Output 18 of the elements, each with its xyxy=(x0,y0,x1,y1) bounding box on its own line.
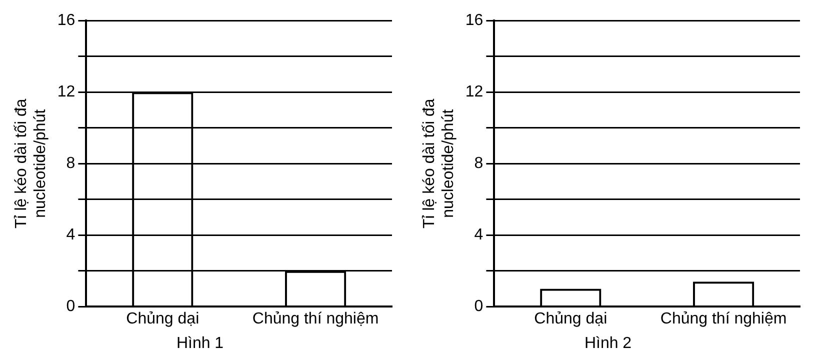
x-tick-label: Chủng thí nghiệm xyxy=(660,310,787,328)
y-axis-title: Tỉ lệ kéo dài tối đa nucleotide/phút xyxy=(421,98,458,229)
y-tick-label: 0 xyxy=(66,298,76,316)
y-axis-title: Tỉ lệ kéo dài tối đa nucleotide/phút xyxy=(13,98,50,229)
y-tick-label: 8 xyxy=(474,155,484,172)
text: Hình 1 xyxy=(176,334,224,352)
y-tick-label: 4 xyxy=(66,226,76,244)
y-tick-label: 4 xyxy=(474,226,484,244)
y-tick-label: 0 xyxy=(474,298,484,316)
y-tick-label: 16 xyxy=(465,12,484,30)
y-tick-label: 12 xyxy=(57,84,76,101)
y-tick-label: 8 xyxy=(66,155,76,172)
text: Hình 2 xyxy=(584,334,632,352)
x-tick-label: Chủng thí nghiệm xyxy=(252,310,379,328)
x-tick-label: Chủng dại xyxy=(534,310,608,328)
y-tick-label: 16 xyxy=(57,12,76,30)
x-tick-label: Chủng dại xyxy=(126,310,200,328)
y-tick-label: 12 xyxy=(465,84,484,101)
